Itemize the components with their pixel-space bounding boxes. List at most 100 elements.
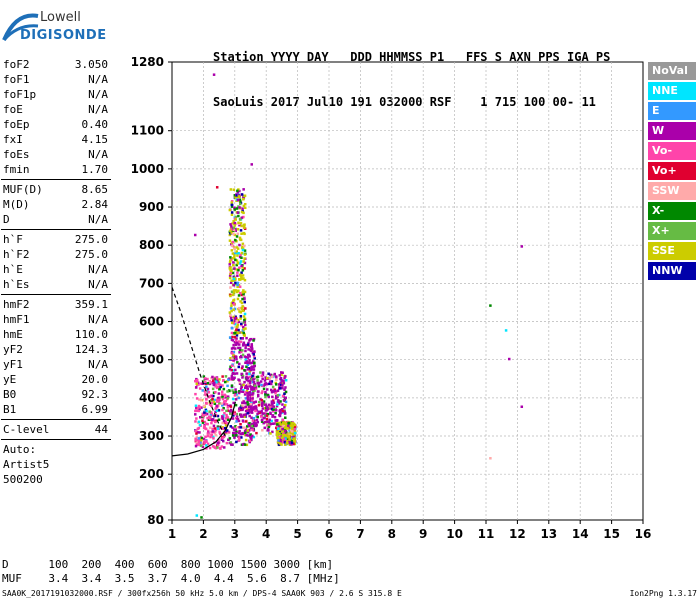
echo-point [226,380,229,383]
echo-point [246,353,250,357]
echo-point [274,419,277,422]
echo-point [252,378,255,381]
echo-point [250,376,253,379]
echo-point [230,231,233,235]
echo-point [231,339,235,342]
echo-point [243,429,247,433]
echo-point [283,392,286,395]
echo-point [249,379,252,382]
echo-point [194,392,197,396]
echo-point [197,404,201,408]
legend-item: Vo+ [648,162,696,180]
echo-point [195,443,198,446]
y-tick-label: 1100 [131,124,164,138]
echo-point [210,404,213,408]
echo-point [270,419,273,423]
echo-point [228,233,232,237]
echo-point [196,441,199,444]
echo-point [253,350,256,353]
echo-point [281,384,284,387]
x-tick-label: 15 [603,527,620,541]
echo-point [236,285,239,288]
echo-point [232,353,235,357]
echo-point [234,347,237,350]
echo-point [278,402,281,405]
param-row: foEs N/A [1,147,111,162]
echo-point [227,404,230,408]
echo-point [236,297,240,301]
echo-point [206,434,210,438]
echo-point [245,443,249,447]
echo-point [196,427,200,431]
echo-point [234,416,238,420]
echo-point [220,402,223,405]
param-value: N/A [88,313,108,326]
echo-point [240,271,243,274]
echo-point [251,395,254,399]
echo-point [285,422,288,426]
echo-point [279,423,283,426]
param-row-clevel: C-level 44 [1,422,111,437]
echo-point [253,389,256,392]
echo-point [221,390,224,393]
echo-point [272,401,276,404]
echo-point [235,372,239,375]
echo-point [209,413,213,416]
echo-point [221,436,224,440]
x-tick-label: 1 [168,527,176,541]
x-tick-label: 12 [509,527,526,541]
echo-point [230,213,234,216]
echo-point [261,371,265,374]
echo-point [230,203,234,207]
param-value: 275.0 [74,233,108,246]
echo-point [237,284,241,287]
auto-line: Auto: [1,442,111,457]
echo-point [233,376,236,379]
param-name: h`E [3,263,23,276]
param-name: B1 [3,403,17,416]
echo-point [264,403,267,407]
echo-point [224,380,227,384]
echo-point [244,405,247,408]
echo-point [251,422,254,426]
echo-point [245,378,249,382]
echo-point [212,379,215,382]
echo-point [238,362,241,366]
echo-point [253,357,256,360]
echo-point [210,434,213,437]
echo-point [256,390,260,393]
echo-point [239,221,243,225]
y-tick-label: 500 [139,353,164,367]
param-name: M(D) [3,198,30,211]
echo-point [280,373,283,376]
echo-point [229,281,233,284]
echo-point [202,375,206,378]
echo-point [231,357,234,360]
echo-point [218,378,221,381]
echo-point [240,350,243,354]
echo-point [289,431,293,434]
param-value: N/A [88,148,108,161]
param-name: foEp [3,118,30,131]
echo-point [238,438,241,442]
echo-point [221,384,224,387]
echo-point [208,403,212,406]
echo-point [253,375,256,379]
echo-point [283,376,286,380]
echo-point [274,389,277,393]
echo-point [231,426,234,429]
echo-point [273,415,277,419]
echo-point [227,438,230,441]
echo-point [254,405,257,408]
echo-point [248,439,252,443]
echo-point [222,407,225,410]
echo-point [230,211,234,214]
echo-point [229,405,233,408]
param-name: hmE [3,328,23,341]
echo-point [254,424,258,428]
echo-point [261,429,264,432]
echo-point [284,430,287,433]
echo-point [275,430,279,433]
echo-point [244,346,247,350]
echo-point [277,443,281,446]
